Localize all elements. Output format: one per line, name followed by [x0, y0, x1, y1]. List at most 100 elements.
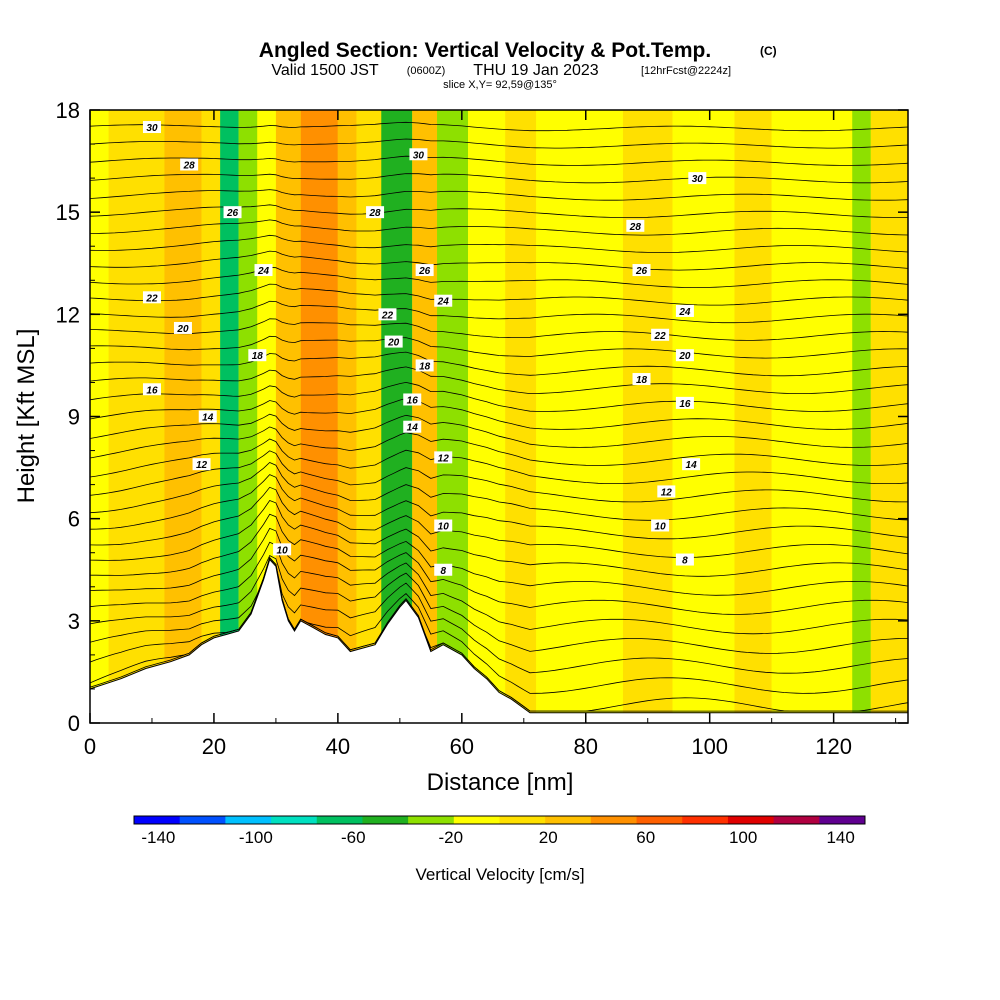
x-tick-label: 120 [815, 734, 852, 759]
pot-temp-isoline-29 [90, 189, 908, 201]
colorbar-swatch [134, 816, 181, 824]
y-tick-label: 9 [68, 405, 80, 430]
contour-label-8: 8 [682, 556, 688, 567]
contour-label-26: 26 [635, 266, 648, 277]
contour-label-bg [403, 420, 422, 433]
chart-title: Angled Section: Vertical Velocity & Pot.… [259, 39, 711, 62]
pot-temp-isoline-15 [90, 413, 908, 448]
pot-temp-isoline-12 [90, 450, 908, 503]
colorbar-tick-label: -20 [438, 828, 463, 847]
contour-label-18: 18 [419, 361, 431, 372]
x-tick-label: 80 [574, 734, 598, 759]
x-axis-label: Distance [nm] [427, 769, 574, 796]
contour-label-bg [142, 121, 161, 134]
contour-label-bg [409, 148, 428, 161]
velocity-column-2 [164, 110, 202, 723]
colorbar-swatch [545, 816, 592, 824]
colorbar-frame [133, 815, 866, 825]
contour-label-12: 12 [196, 460, 208, 471]
contour-label-10: 10 [655, 521, 667, 532]
contour-label-22: 22 [381, 310, 394, 321]
contour-label-14: 14 [202, 413, 214, 424]
contour-label-26: 26 [418, 266, 431, 277]
valid-time: Valid 1500 JST [271, 62, 379, 79]
pot-temp-isoline-3 [90, 557, 908, 674]
contour-label-bg [415, 359, 434, 372]
colorbar-swatch [819, 816, 866, 824]
colorbar-swatch [590, 816, 638, 824]
contour-label-bg [198, 410, 217, 423]
pot-temp-isoline-5 [90, 541, 908, 635]
velocity-column-15 [505, 110, 537, 723]
colorbar-tick-label: -60 [341, 828, 366, 847]
y-tick-label: 12 [56, 302, 80, 327]
contour-label-24: 24 [257, 266, 270, 277]
pot-temp-isoline-14 [90, 426, 908, 466]
pot-temp-isoline-30 [90, 173, 908, 184]
colorbar-tick-label: 140 [826, 828, 854, 847]
colorbar-tick-label: -100 [239, 828, 273, 847]
x-tick-label: 60 [450, 734, 474, 759]
x-tick-label: 100 [691, 734, 728, 759]
contour-label-28: 28 [368, 208, 381, 219]
contour-label-30: 30 [692, 174, 704, 185]
colorbar-tick-label: 20 [539, 828, 558, 847]
colorbar-tick-label: 100 [729, 828, 757, 847]
contour-label-bg [173, 321, 192, 334]
contour-label-bg [384, 335, 403, 348]
pot-temp-isoline-2 [90, 557, 908, 694]
contour-label-26: 26 [226, 208, 239, 219]
pot-temp-isoline-32 [90, 138, 908, 149]
contour-label-10: 10 [438, 521, 450, 532]
pot-temp-isoline-7 [90, 513, 908, 596]
contour-label-bg [378, 308, 397, 321]
contour-label-bg [675, 304, 694, 317]
forecast-info: [12hrFcst@2224z] [641, 65, 731, 77]
contour-label-bg [675, 349, 694, 362]
contour-label-20: 20 [176, 324, 189, 335]
velocity-column-21 [852, 110, 871, 723]
x-tick-label: 20 [202, 734, 226, 759]
contour-label-16: 16 [146, 385, 158, 396]
velocity-column-17 [622, 110, 673, 723]
contour-label-bg [248, 349, 267, 362]
contour-label-22: 22 [654, 331, 667, 342]
x-tick-label: 0 [84, 734, 96, 759]
pot-temp-contours [90, 121, 908, 712]
velocity-column-10 [356, 110, 382, 723]
contour-label-bg [651, 519, 670, 532]
colorbar-swatch [316, 816, 363, 824]
contour-label-bg [192, 458, 211, 471]
colorbar-swatch [636, 816, 683, 824]
y-tick-label: 3 [68, 609, 80, 634]
pot-temp-isoline-10 [90, 474, 908, 540]
velocity-column-4 [220, 110, 239, 723]
contour-label-12: 12 [661, 487, 673, 498]
y-tick-label: 6 [68, 507, 80, 532]
terrain-profile [90, 558, 908, 723]
contour-label-bg [366, 206, 385, 219]
colorbar-label: Vertical Velocity [cm/s] [415, 865, 584, 884]
contour-label-8: 8 [440, 566, 446, 577]
contour-label-bg [403, 393, 422, 406]
contour-label-10: 10 [277, 545, 289, 556]
contour-label-bg [682, 458, 701, 471]
contour-label-16: 16 [407, 395, 419, 406]
colorbar-swatch [179, 816, 226, 824]
colorbar-swatch [225, 816, 272, 824]
contour-label-bg [657, 485, 676, 498]
colorbar-swatch [682, 816, 729, 824]
velocity-column-5 [238, 110, 258, 723]
contour-label-bg [632, 264, 651, 277]
pot-temp-isoline-26 [90, 234, 908, 254]
contour-label-bg [273, 543, 292, 556]
pot-temp-isoline-17 [90, 381, 908, 412]
contour-label-22: 22 [145, 293, 158, 304]
colorbar-swatch [271, 816, 318, 824]
pot-temp-isoline-22 [90, 300, 908, 324]
pot-temp-isoline-13 [90, 438, 908, 484]
zulu-time: (0600Z) [407, 65, 446, 77]
pot-temp-isoline-11 [90, 462, 908, 521]
contour-labels: 30 28 26 24 22 20 18 16 14 12 10 30 28 26 24 22 20 18 16 14… [142, 121, 707, 577]
contour-label-bg [434, 294, 453, 307]
